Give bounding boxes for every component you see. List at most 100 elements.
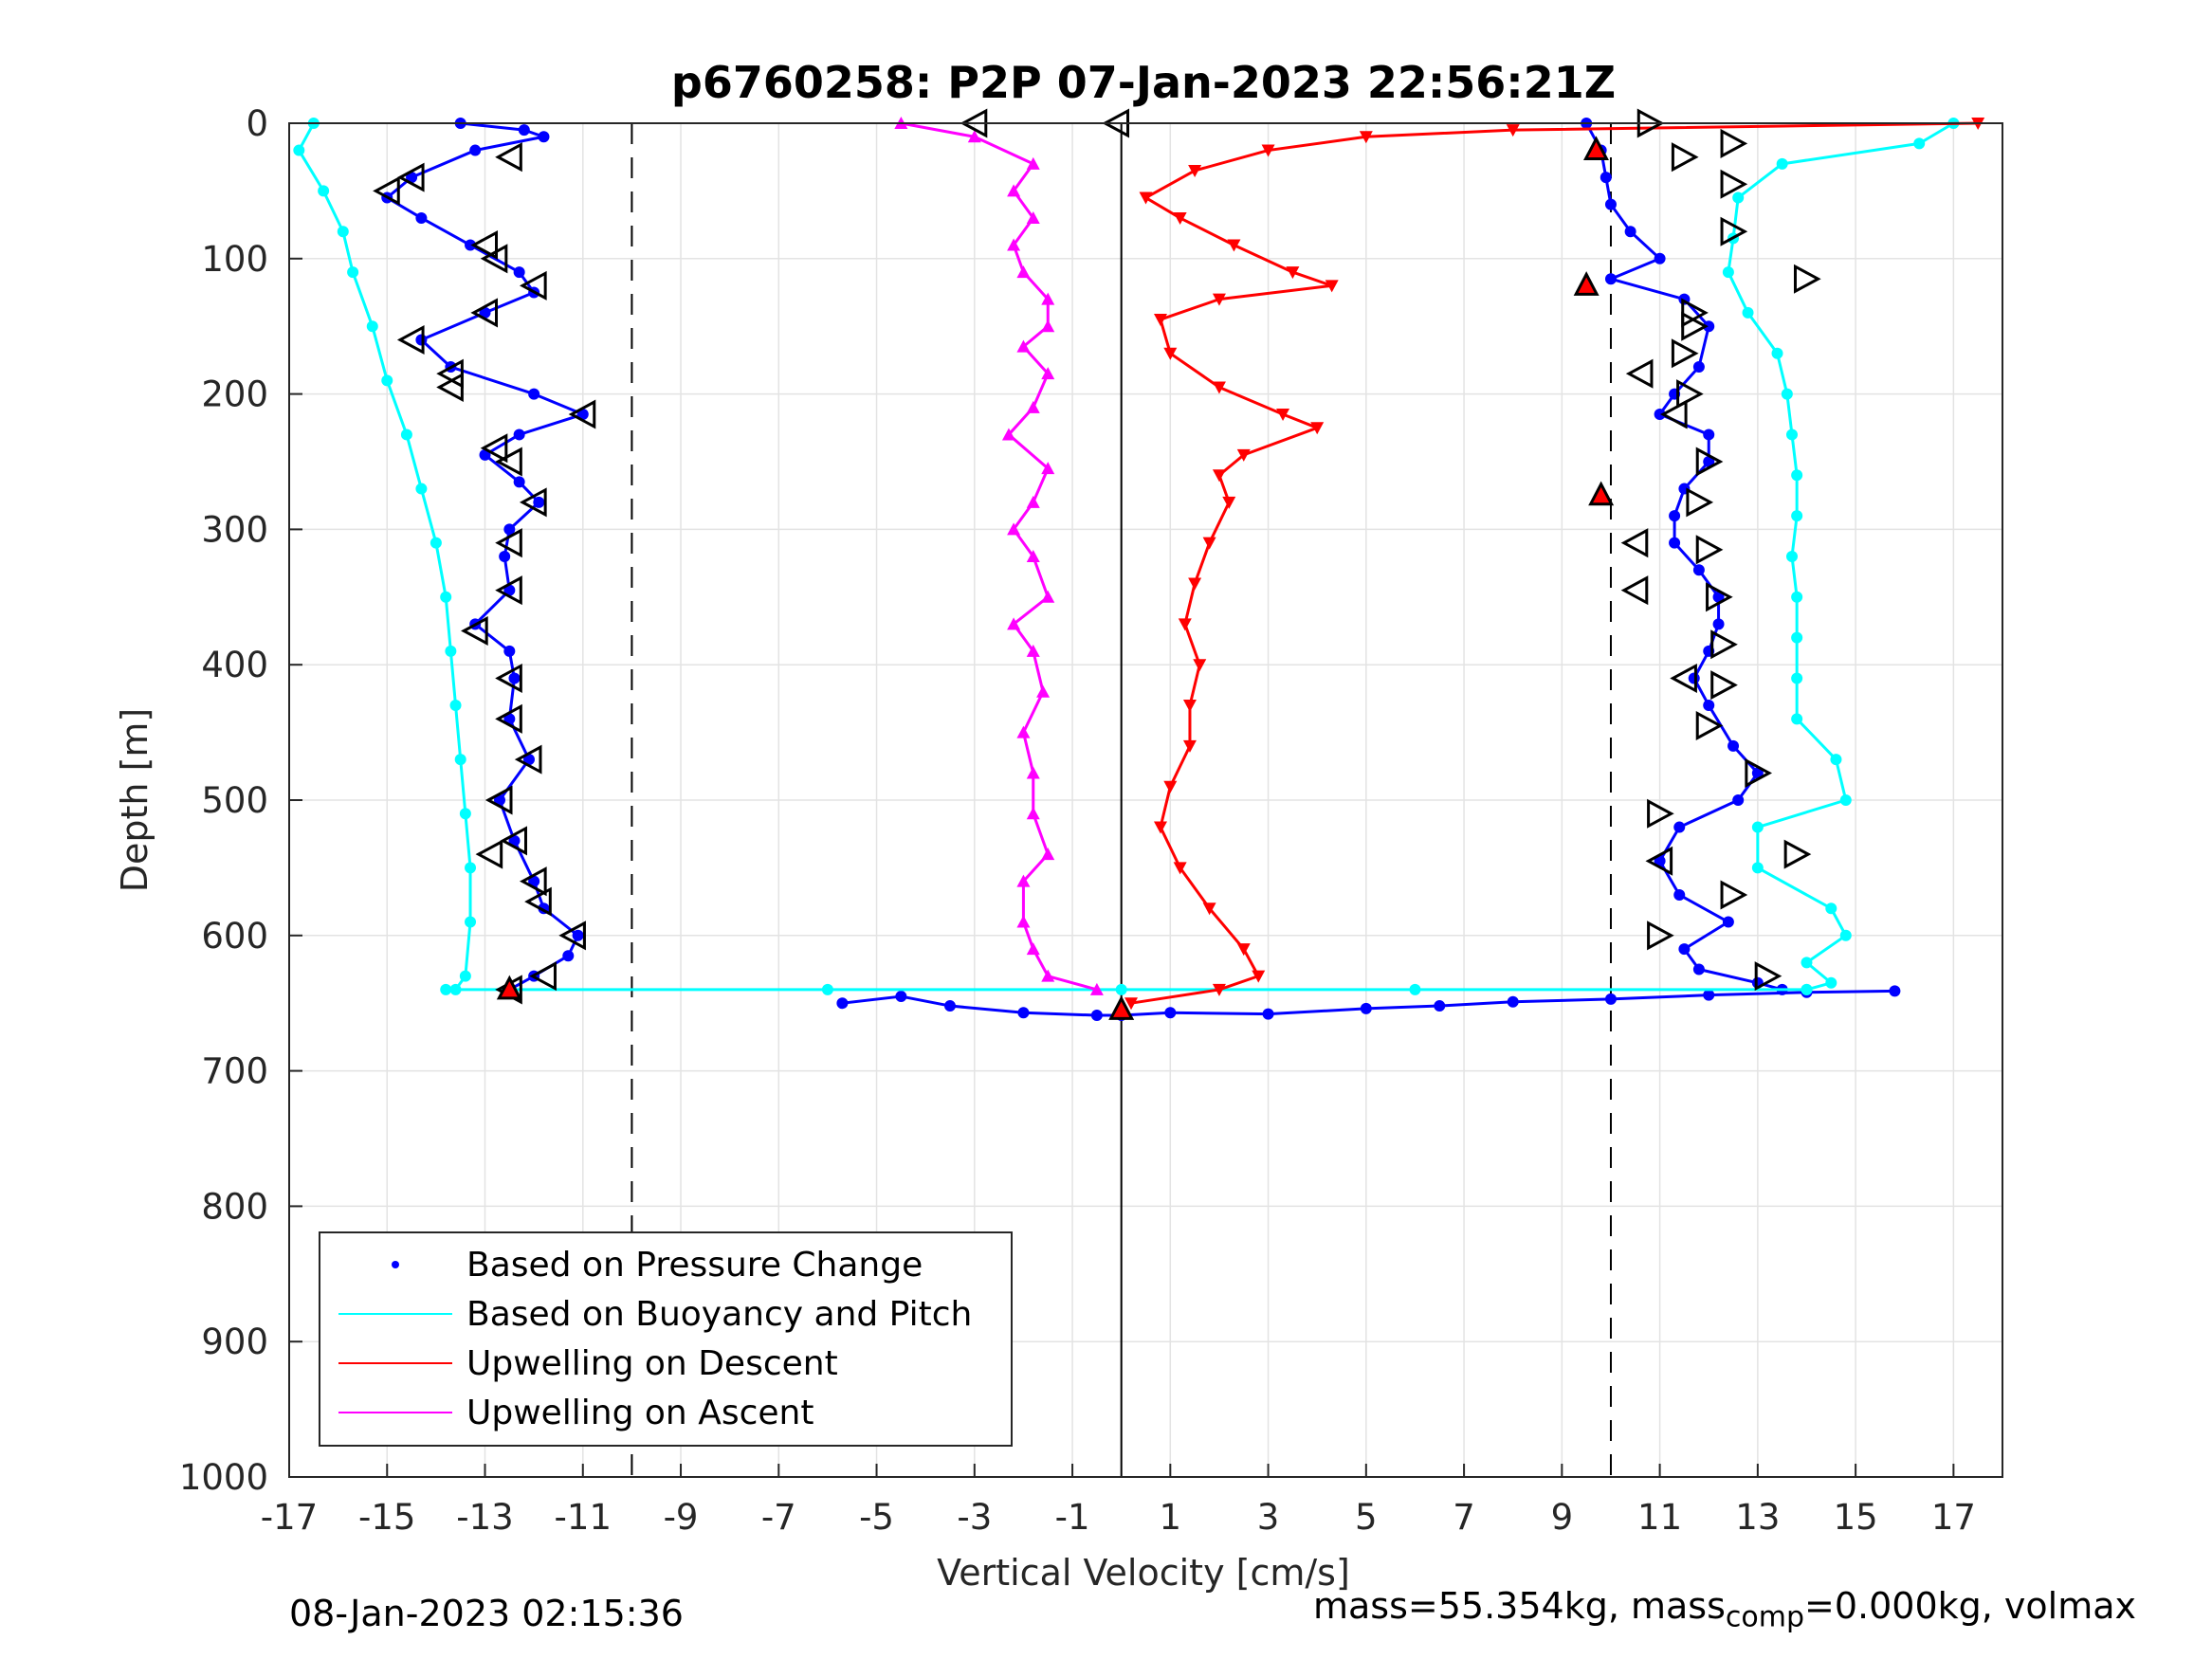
y-axis-label: Depth [m] xyxy=(114,708,155,893)
data-point-based-on-pressure-change xyxy=(1712,618,1725,630)
data-point-based-on-buoyancy-and-pitch xyxy=(1776,157,1788,170)
marker-right xyxy=(1720,216,1748,246)
data-point-upwelling-on-descent xyxy=(1286,266,1300,280)
data-point-based-on-buoyancy-and-pitch xyxy=(1830,754,1842,766)
data-point-upwelling-on-descent xyxy=(1173,862,1187,875)
marker-left xyxy=(519,270,547,301)
data-point-based-on-pressure-change xyxy=(572,929,584,941)
marker-up xyxy=(1588,481,1615,506)
data-point-upwelling-on-descent xyxy=(1276,409,1290,422)
marker-left xyxy=(396,162,425,192)
x-tick-label: 11 xyxy=(1637,1497,1682,1538)
marker-left xyxy=(1659,399,1688,429)
data-point-based-on-buoyancy-and-pitch xyxy=(1409,983,1421,995)
data-point-based-on-buoyancy-and-pitch xyxy=(415,483,428,495)
data-point-based-on-buoyancy-and-pitch xyxy=(1825,976,1837,989)
data-point-based-on-buoyancy-and-pitch xyxy=(1781,388,1793,400)
legend-label-descent: Upwelling on Descent xyxy=(466,1344,838,1383)
data-point-upwelling-on-descent xyxy=(1163,347,1178,360)
data-point-based-on-pressure-change xyxy=(1654,855,1666,867)
data-point-based-on-buoyancy-and-pitch xyxy=(1771,347,1783,359)
marker-left xyxy=(1670,663,1697,693)
data-point-based-on-pressure-change xyxy=(1728,739,1740,752)
data-point-upwelling-on-descent xyxy=(1163,780,1178,793)
data-point-based-on-pressure-change xyxy=(562,950,575,962)
data-point-upwelling-on-descent xyxy=(1188,164,1202,177)
data-point-based-on-buoyancy-and-pitch xyxy=(1115,983,1127,995)
data-point-upwelling-on-descent xyxy=(1506,124,1520,137)
data-point-upwelling-on-descent xyxy=(1202,902,1216,916)
data-point-based-on-buoyancy-and-pitch xyxy=(1791,510,1803,522)
footer-mass-part2: =0.000kg, volmax xyxy=(1804,1585,2137,1627)
marker-left xyxy=(1620,575,1649,606)
data-point-based-on-buoyancy-and-pitch xyxy=(440,591,452,603)
data-point-based-on-buoyancy-and-pitch xyxy=(366,320,378,333)
data-point-upwelling-on-descent xyxy=(1212,293,1226,306)
data-point-upwelling-on-ascent xyxy=(1041,367,1055,380)
data-point-based-on-buoyancy-and-pitch xyxy=(445,645,457,657)
data-point-based-on-pressure-change xyxy=(1604,198,1617,210)
data-point-upwelling-on-ascent xyxy=(1016,725,1031,738)
data-point-upwelling-on-descent xyxy=(1359,131,1373,144)
data-point-based-on-pressure-change xyxy=(503,645,516,657)
x-tick-label: 13 xyxy=(1735,1497,1780,1538)
data-point-upwelling-on-descent xyxy=(1124,997,1139,1011)
data-point-based-on-pressure-change xyxy=(1889,985,1901,997)
data-point-based-on-buoyancy-and-pitch xyxy=(1913,137,1926,150)
x-tick-label: 1 xyxy=(1160,1497,1182,1538)
data-point-based-on-buoyancy-and-pitch xyxy=(293,144,305,156)
data-point-based-on-pressure-change xyxy=(503,584,516,596)
data-point-upwelling-on-ascent xyxy=(1041,292,1055,305)
data-point-based-on-pressure-change xyxy=(508,834,521,847)
data-point-based-on-buoyancy-and-pitch xyxy=(449,700,462,712)
data-point-based-on-pressure-change xyxy=(499,550,511,562)
marker-left xyxy=(475,839,503,869)
data-point-based-on-buoyancy-and-pitch xyxy=(465,862,477,874)
data-point-upwelling-on-ascent xyxy=(1026,644,1040,657)
data-point-based-on-pressure-change xyxy=(1669,537,1681,549)
data-point-upwelling-on-descent xyxy=(1178,618,1192,631)
data-point-based-on-pressure-change xyxy=(518,124,530,137)
data-point-based-on-pressure-change xyxy=(1654,252,1666,264)
data-point-upwelling-on-descent xyxy=(1153,314,1167,327)
data-point-based-on-buoyancy-and-pitch xyxy=(440,983,452,995)
data-point-based-on-buoyancy-and-pitch xyxy=(465,916,477,928)
footer-mass-part1: mass=55.354kg, mass xyxy=(1313,1585,1726,1627)
marker-up xyxy=(1573,271,1600,296)
data-point-based-on-pressure-change xyxy=(1692,564,1705,576)
data-point-based-on-buoyancy-and-pitch xyxy=(381,374,393,387)
data-point-based-on-buoyancy-and-pitch xyxy=(1732,191,1745,204)
data-point-upwelling-on-descent xyxy=(1325,280,1339,293)
marker-left xyxy=(396,324,425,355)
data-point-upwelling-on-descent xyxy=(1212,469,1226,483)
x-axis-label: Vertical Velocity [cm/s] xyxy=(937,1552,1350,1594)
marker-left xyxy=(373,175,400,206)
marker-left xyxy=(495,575,522,606)
data-point-based-on-buoyancy-and-pitch xyxy=(1742,306,1754,319)
marker-left xyxy=(514,744,542,775)
marker-left xyxy=(480,433,508,464)
marker-right xyxy=(1793,264,1821,294)
marker-right xyxy=(1754,961,1782,992)
marker-right xyxy=(1647,798,1674,829)
y-tick-label: 900 xyxy=(201,1322,268,1362)
data-point-based-on-buoyancy-and-pitch xyxy=(821,983,833,995)
data-point-based-on-pressure-change xyxy=(1434,1000,1446,1012)
data-point-based-on-pressure-change xyxy=(1703,320,1715,333)
data-point-upwelling-on-descent xyxy=(1227,239,1241,252)
data-point-based-on-buoyancy-and-pitch xyxy=(454,754,466,766)
marker-right xyxy=(1745,757,1773,788)
x-tick-label: -7 xyxy=(761,1497,796,1538)
marker-right xyxy=(1695,447,1724,477)
data-point-based-on-pressure-change xyxy=(1673,821,1686,833)
series-line-based-on-pressure-change xyxy=(1584,122,1783,992)
data-point-based-on-pressure-change xyxy=(1722,916,1734,928)
data-point-upwelling-on-ascent xyxy=(1036,684,1051,698)
series-line-based-on-buoyancy-and-pitch xyxy=(1727,121,1955,992)
y-tick-label: 100 xyxy=(201,239,268,280)
y-tick-label: 0 xyxy=(246,103,268,144)
marker-left xyxy=(495,447,522,477)
data-point-based-on-pressure-change xyxy=(415,334,428,346)
marker-right xyxy=(1671,338,1699,369)
x-tick-label: -5 xyxy=(859,1497,894,1538)
